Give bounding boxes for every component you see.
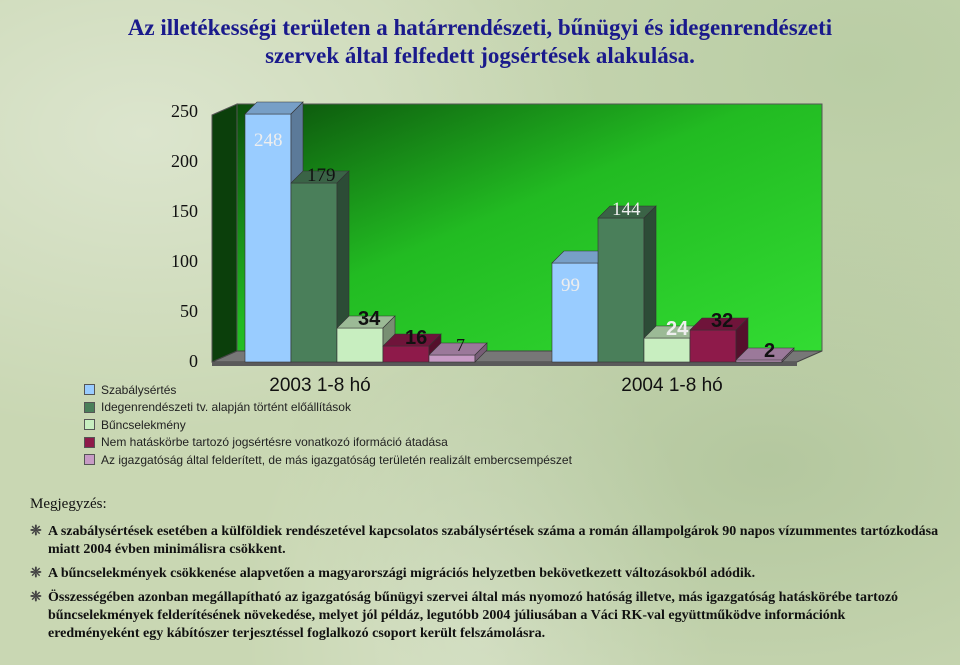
note-item: ❈ Összességében azonban megállapítható az… xyxy=(30,589,940,643)
note-item: ❈ A szabálysértések esetében a külföldiek… xyxy=(30,523,940,559)
legend-item: Szabálysértés xyxy=(84,381,572,399)
bar-value-label: 7 xyxy=(456,335,465,355)
notes-section: Megjegyzés: ❈ A szabálysértések esetében … xyxy=(30,496,940,649)
note-text: A szabálysértések esetében a külföldiek … xyxy=(48,524,939,557)
page-title: Az illetékességi területen a határrendés… xyxy=(0,14,960,70)
legend-swatch xyxy=(84,384,95,396)
bar xyxy=(597,217,645,363)
title-line-1: Az illetékességi területen a határrendés… xyxy=(127,15,833,40)
bar xyxy=(244,113,292,363)
legend-swatch xyxy=(84,419,95,431)
note-text: A bűncselekmények csökkenése alapvetően … xyxy=(48,566,756,581)
bar-value-label: 34 xyxy=(358,308,381,330)
bar xyxy=(290,182,338,363)
legend-label: Idegenrendészeti tv. alapján történt elő… xyxy=(101,400,351,415)
bar-side xyxy=(781,347,795,363)
legend-label: Az igazgatóság által felderített, de más… xyxy=(101,452,572,467)
category-label: 2004 1-8 hó xyxy=(621,375,722,396)
y-tick-label: 50 xyxy=(180,301,198,321)
bar xyxy=(551,262,599,363)
notes-list: ❈ A szabálysértések esetében a külföldiek… xyxy=(30,523,940,643)
bar-value-label: 2 xyxy=(764,340,775,362)
bar-value-label: 99 xyxy=(561,275,580,296)
chart-legend: Szabálysértés Idegenrendészeti tv. alapjá… xyxy=(84,381,572,469)
bar-value-label: 179 xyxy=(307,165,336,186)
bar-value-label: 248 xyxy=(254,130,283,151)
bar xyxy=(689,329,737,363)
y-tick-label: 150 xyxy=(171,201,198,221)
legend-swatch xyxy=(84,436,95,448)
plot-floor-edge xyxy=(212,362,797,366)
legend-item: Az igazgatóság által felderített, de más… xyxy=(84,451,572,469)
legend-swatch xyxy=(84,401,95,413)
bar-value-label: 32 xyxy=(711,310,733,332)
snowflake-bullet-icon: ❈ xyxy=(30,566,42,581)
y-tick-label: 200 xyxy=(171,151,198,171)
legend-item: Idegenrendészeti tv. alapján történt elő… xyxy=(84,399,572,417)
category-label: 2003 1-8 hó xyxy=(269,375,370,396)
note-text: Összességében azonban megállapítható az … xyxy=(48,590,899,641)
legend-label: Szabálysértés xyxy=(101,382,177,397)
bar xyxy=(336,327,384,363)
bar-value-label: 16 xyxy=(405,327,427,349)
note-item: ❈ A bűncselekmények csökkenése alapvetően… xyxy=(30,565,940,583)
legend-label: Nem hatáskörbe tartozó jogsértésre vonat… xyxy=(101,435,448,450)
snowflake-bullet-icon: ❈ xyxy=(30,524,42,539)
y-tick-label: 250 xyxy=(171,101,198,121)
bar xyxy=(643,337,691,363)
bar-side xyxy=(474,342,488,363)
y-tick-label: 0 xyxy=(189,351,198,371)
legend-swatch xyxy=(84,454,95,466)
bar xyxy=(428,354,476,363)
legend-item: Bűncselekmény xyxy=(84,416,572,434)
notes-heading: Megjegyzés: xyxy=(30,496,107,512)
legend-item: Nem hatáskörbe tartozó jogsértésre vonat… xyxy=(84,434,572,452)
bar-value-label: 144 xyxy=(612,199,641,220)
bar-value-label: 24 xyxy=(666,318,689,340)
y-tick-label: 100 xyxy=(171,251,198,271)
snowflake-bullet-icon: ❈ xyxy=(30,590,42,605)
legend-label: Bűncselekmény xyxy=(101,417,186,432)
bar-chart: 0 50 100 150 200 250 248 179 34 16 7 99 144 24 32 2 2003… xyxy=(171,101,823,396)
plot-side-wall xyxy=(211,103,238,363)
title-line-2: szervek által felfedett jogsértések alak… xyxy=(265,43,695,68)
